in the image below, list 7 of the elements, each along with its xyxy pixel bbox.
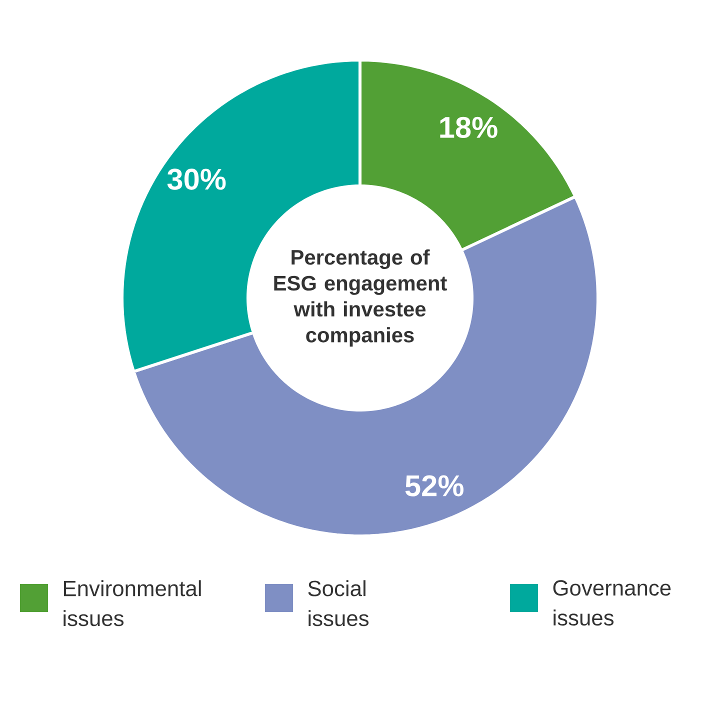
data-label: 30% [167, 168, 226, 190]
legend-label: Governance issues [553, 580, 671, 626]
data-label: 18% [440, 116, 498, 138]
legend-label: Social issues [308, 580, 369, 626]
data-label: 52% [405, 475, 464, 496]
text: Percentage of ESG engagement with investee companies [274, 249, 447, 347]
legend-label: Environmental issues [64, 580, 201, 626]
